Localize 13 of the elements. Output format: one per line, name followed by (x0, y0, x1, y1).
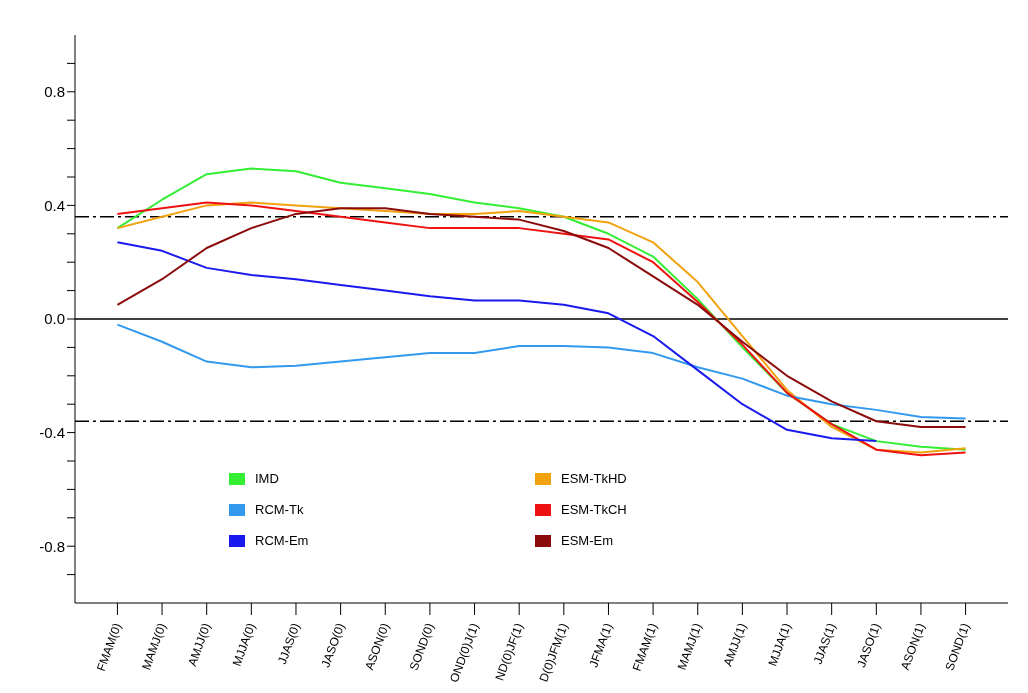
y-tick-label: -0.4 (39, 423, 65, 441)
line-series (116, 241, 878, 443)
y-tick-label: -0.8 (39, 537, 65, 555)
legend-label: ESM-TkHD (561, 470, 628, 488)
legend-label: RCM-Em (255, 532, 310, 550)
y-tick-label: 0.0 (44, 310, 65, 328)
legend-label: RCM-Tk (255, 501, 305, 519)
line-series (116, 323, 967, 420)
legend-label: ESM-Em (561, 532, 614, 550)
y-tick-label: 0.8 (44, 83, 65, 101)
legend-label: IMD (255, 470, 280, 488)
y-tick-label: 0.4 (44, 196, 65, 214)
legend-label: ESM-TkCH (561, 501, 628, 519)
